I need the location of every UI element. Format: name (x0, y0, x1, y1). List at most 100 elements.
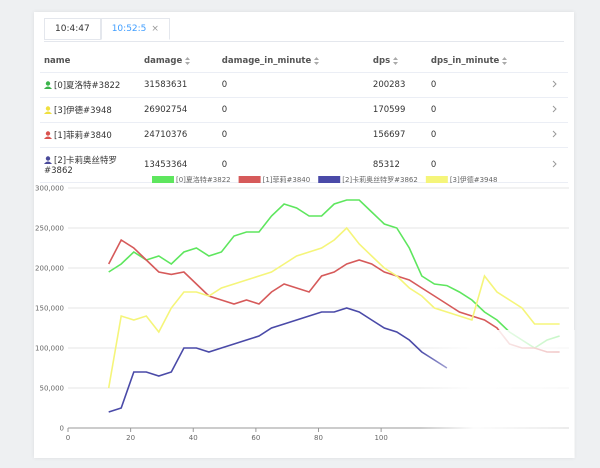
panel: 10:4:47 10:52:5 × name damage damage_in_minu… (34, 12, 574, 458)
divider (44, 41, 564, 42)
x-tick-label: 0 (66, 434, 70, 442)
x-tick-label: 80 (314, 434, 323, 442)
y-tick-label: 50,000 (40, 385, 65, 393)
y-tick-label: 250,000 (35, 225, 64, 233)
legend-swatch (318, 176, 341, 183)
cell-text: 0 (221, 105, 228, 115)
cell-text: 13453364 (144, 160, 188, 170)
cell-text: 0 (430, 80, 437, 90)
chevron[interactable] (552, 130, 558, 138)
cell-text: 170599 (372, 105, 406, 115)
chevron[interactable] (552, 80, 558, 88)
column-header: damage_in_minute (217, 50, 369, 73)
x-tick-label: 60 (251, 434, 260, 442)
legend-label: [2]卡莉奥丝特罗#3862 (342, 175, 418, 184)
column-label: dps_in_minute (430, 56, 500, 66)
user-icon (44, 81, 52, 89)
table-cell: 156697 (368, 122, 427, 148)
table-cell: 24710376 (140, 122, 218, 148)
legend-swatch (238, 176, 261, 183)
y-tick-label: 150,000 (35, 305, 64, 313)
stats-table: name damage damage_in_minute dps dps_in_minu… (40, 50, 568, 183)
table-cell: [1]菲莉#3840 (40, 122, 140, 148)
table-cell: 170599 (368, 97, 427, 123)
cell-text: 0 (430, 130, 437, 140)
tabs: 10:4:47 10:52:5 × (44, 18, 170, 40)
cell-text: [2]卡莉奥丝特罗#3862 (44, 156, 118, 176)
table-cell: 85312 (368, 147, 427, 183)
cell-text: 0 (430, 105, 437, 115)
table-cell: [2]卡莉奥丝特罗#3862 (40, 147, 140, 183)
tab-close: × (151, 24, 159, 34)
legend-label: [1]菲莉#3840 (263, 175, 311, 184)
table-cell: 26902754 (140, 97, 218, 123)
cell-text: [0]夏洛特#3822 (54, 81, 121, 91)
cell-text: 0 (221, 160, 228, 170)
legend-label: [0]夏洛特#3822 (176, 175, 231, 184)
row-action (547, 122, 568, 148)
tab[interactable]: 10:4:47 (44, 18, 101, 40)
series-line (107, 238, 560, 353)
table-row: [0]夏洛特#3822 31583631 0 200283 0 (40, 72, 568, 98)
column-label: dps (372, 56, 391, 66)
cell-text: 200283 (372, 80, 406, 90)
row-action (547, 72, 568, 98)
legend-swatch (152, 176, 174, 183)
cell-text: 0 (221, 130, 228, 140)
table-cell: 200283 (368, 72, 427, 98)
column-header: damage (140, 50, 218, 73)
table-cell: 0 (426, 122, 548, 148)
column-header: dps (368, 50, 427, 73)
table-cell: 0 (217, 97, 369, 123)
cell-text: 31583631 (144, 80, 188, 90)
table-cell: 0 (426, 72, 548, 98)
table-cell: [0]夏洛特#3822 (40, 72, 140, 98)
table-cell: 0 (217, 72, 369, 98)
chevron[interactable] (552, 160, 558, 168)
column-label: damage_in_minute (221, 56, 312, 66)
cell-text: 0 (221, 80, 228, 90)
legend-swatch (425, 176, 448, 183)
cell-text: [1]菲莉#3840 (54, 131, 112, 141)
user-icon (44, 131, 52, 139)
user-icon (44, 106, 52, 114)
chevron[interactable] (552, 105, 558, 113)
y-tick-label: 200,000 (35, 265, 64, 273)
user-icon (44, 156, 52, 164)
cell-text: 24710376 (144, 130, 188, 140)
column-label: damage (144, 56, 183, 66)
series-line (108, 199, 560, 349)
tab-label: 10:4:47 (55, 24, 90, 34)
table-cell: 0 (217, 122, 369, 148)
row-action (547, 97, 568, 123)
y-tick-label: 0 (60, 425, 64, 433)
x-tick-label: 100 (374, 434, 387, 442)
cell-text: 26902754 (144, 105, 188, 115)
x-tick-label: 40 (189, 434, 198, 442)
column-header: dps_in_minute (426, 50, 548, 73)
table-cell: 31583631 (140, 72, 218, 98)
cell-text: 85312 (372, 160, 400, 170)
table-row: [3]伊德#3948 26902754 0 170599 0 (40, 97, 568, 123)
column-header (547, 50, 568, 73)
cell-text: [3]伊德#3948 (54, 106, 112, 116)
cell-text: 156697 (372, 130, 406, 140)
table-cell: 0 (426, 97, 548, 123)
table-row: [1]菲莉#3840 24710376 0 156697 0 (40, 122, 568, 148)
cell-text: 0 (430, 160, 437, 170)
fade-overlay (420, 330, 575, 458)
series-line (107, 226, 560, 389)
column-label: name (44, 56, 71, 66)
legend-label: [3]伊德#3948 (450, 175, 498, 184)
tab[interactable]: 10:52:5 × (100, 18, 170, 40)
table-cell: [3]伊德#3948 (40, 97, 140, 123)
y-tick-label: 100,000 (35, 345, 64, 353)
y-tick-label: 300,000 (35, 185, 64, 193)
x-tick-label: 20 (126, 434, 135, 442)
series-line (108, 307, 448, 413)
tab-label: 10:52:5 (111, 24, 147, 34)
column-header: name (40, 50, 140, 73)
row-action (547, 147, 568, 183)
